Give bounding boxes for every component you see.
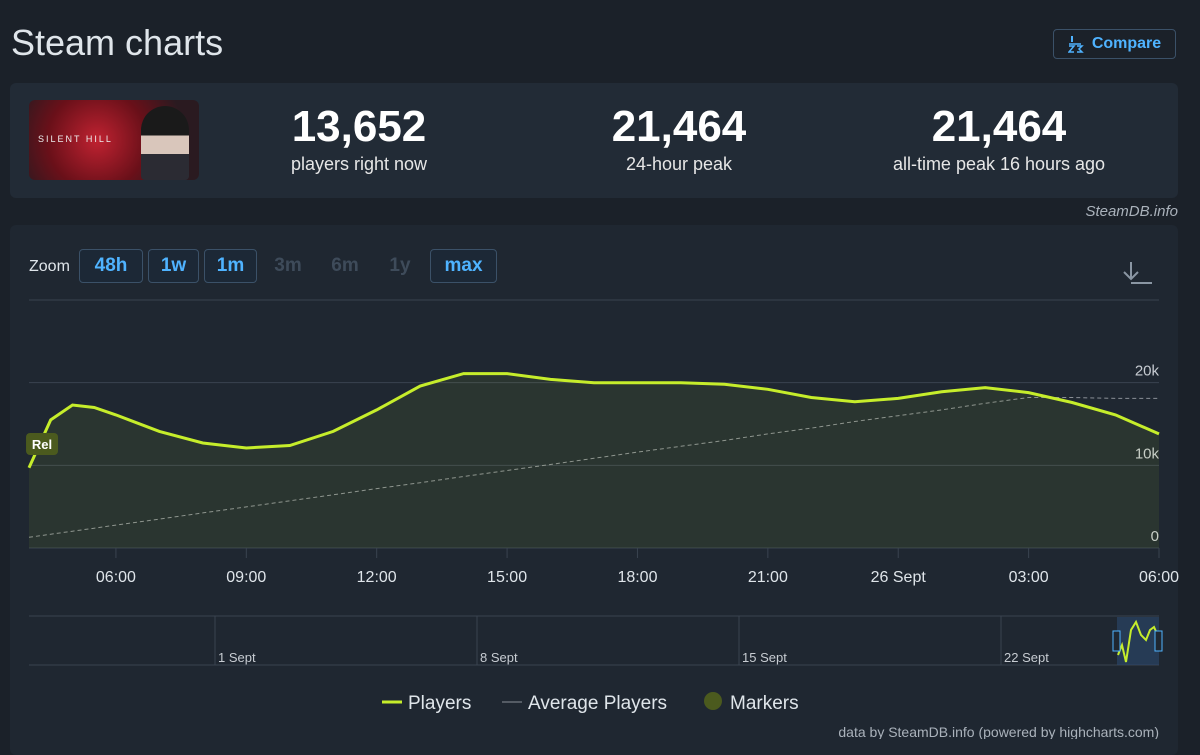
stat: 21,464 all-time peak 16 hours ago — [849, 102, 1149, 175]
chart: 0 10k 20k 06:00 09:00 12:00 15:00 18:00 21:00 26 … — [26, 262, 1179, 739]
zoom-button[interactable]: 48h — [79, 249, 143, 283]
stat-label: players right now — [290, 154, 428, 174]
source[interactable]: SteamDB.info — [1085, 203, 1178, 220]
navigator-label: 22 Sept — [1004, 650, 1049, 665]
navigator-handle — [1154, 630, 1163, 652]
summary-panel — [10, 83, 1178, 198]
stat: 13,652 players right now — [209, 102, 509, 175]
zoom-button: 1y — [389, 255, 411, 276]
legend-label: Average Players — [528, 693, 667, 714]
series-line — [27, 372, 1160, 469]
stat-value: 21,464 — [611, 102, 747, 151]
x-tick-label: 26 Sept — [871, 569, 927, 586]
zoom-label: Zoom — [29, 258, 70, 275]
navigator-label: 15 Sept — [742, 650, 787, 665]
stat-label: all-time peak 16 hours ago — [892, 154, 1106, 174]
zoom-button[interactable]: max — [430, 249, 497, 283]
x-tick-label: 06:00 — [1139, 569, 1179, 586]
navigator-label: 8 Sept — [480, 650, 518, 665]
stat-value: 13,652 — [291, 102, 427, 151]
legend-symbol — [704, 692, 722, 710]
area — [29, 373, 1159, 548]
compare-label: Compare — [1091, 35, 1162, 52]
marker — [26, 433, 59, 455]
y-tick-label: 20k — [1135, 363, 1160, 380]
page-title: Steam charts — [11, 22, 224, 63]
game-image[interactable]: SILENT HILL — [29, 100, 199, 180]
legend-label: Markers — [730, 693, 799, 714]
x-tick-label: 03:00 — [1009, 569, 1049, 586]
x-tick-label: 15:00 — [487, 569, 527, 586]
download-icon[interactable] — [1123, 262, 1152, 284]
zoom-button: 6m — [331, 255, 359, 276]
x-tick-label: 21:00 — [748, 569, 788, 586]
stat: 21,464 24-hour peak — [529, 102, 829, 175]
game-image-text: SILENT HILL — [38, 134, 113, 144]
chart-panel — [10, 225, 1178, 755]
x-tick-label: 09:00 — [226, 569, 266, 586]
stat-value: 21,464 — [931, 102, 1067, 151]
compare-icon — [1067, 36, 1084, 53]
navigator-window — [1117, 617, 1159, 665]
marker-label: Rel — [32, 437, 52, 452]
x-tick-label: 06:00 — [96, 569, 136, 586]
y-tick-label: 10k — [1135, 445, 1160, 462]
zoom-button[interactable]: 1m — [204, 249, 257, 283]
zoom-button: 3m — [274, 255, 302, 276]
x-tick-label: 12:00 — [357, 569, 397, 586]
page: Steam charts Compare SILENT HILL 13,652 p… — [10, 22, 1180, 739]
legend-label: Players — [408, 693, 471, 714]
navigator-label: 1 Sept — [218, 650, 256, 665]
zoom-button[interactable]: 1w — [148, 249, 199, 283]
credit: data by SteamDB.info (powered by highcha… — [838, 724, 1159, 739]
compare-button[interactable]: Compare — [1053, 29, 1176, 59]
x-tick-label: 18:00 — [617, 569, 657, 586]
navigator-handle — [1112, 630, 1121, 652]
stat-label: 24-hour peak — [625, 154, 733, 174]
y-tick-label: 0 — [1151, 528, 1159, 545]
series-line — [28, 397, 1159, 538]
navigator-line — [1117, 619, 1159, 663]
